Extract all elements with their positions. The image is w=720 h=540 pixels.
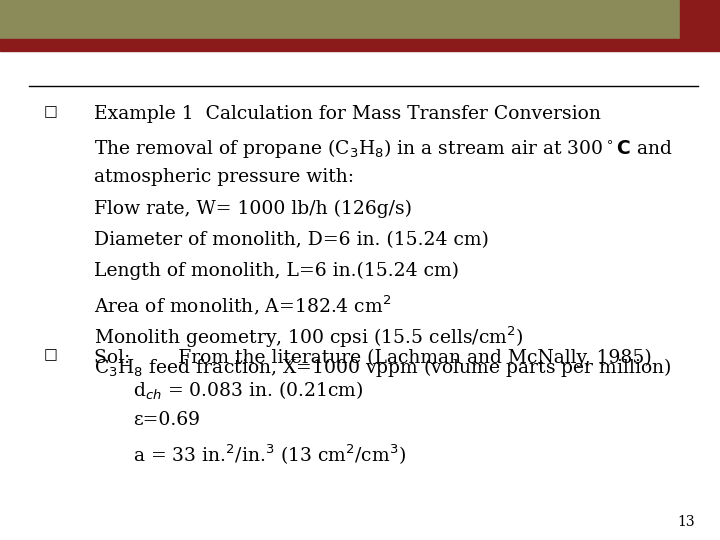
Text: C$_3$H$_8$ feed fraction, X=1000 vppm (volume parts per million): C$_3$H$_8$ feed fraction, X=1000 vppm (v… [94, 356, 672, 379]
Bar [680, 0, 720, 39]
Text: The removal of propane (C$_3$H$_8$) in a stream air at 300$^\circ\mathbf{C}$ and: The removal of propane (C$_3$H$_8$) in a… [94, 137, 672, 160]
Text: Sol:        From the literature (Lachman and McNally, 1985): Sol: From the literature (Lachman and Mc… [94, 348, 652, 367]
Bar [0, 39, 720, 51]
Text: Example 1  Calculation for Mass Transfer Conversion: Example 1 Calculation for Mass Transfer … [94, 105, 600, 123]
Text: Length of monolith, L=6 in.(15.24 cm): Length of monolith, L=6 in.(15.24 cm) [94, 262, 459, 280]
Text: □: □ [43, 348, 58, 362]
Text: Flow rate, W= 1000 lb/h (126g/s): Flow rate, W= 1000 lb/h (126g/s) [94, 199, 412, 218]
Text: Monolith geometry, 100 cpsi (15.5 cells/cm$^2$): Monolith geometry, 100 cpsi (15.5 cells/… [94, 325, 523, 350]
Bar [0, 0, 720, 39]
Text: Diameter of monolith, D=6 in. (15.24 cm): Diameter of monolith, D=6 in. (15.24 cm) [94, 231, 488, 248]
Text: atmospheric pressure with:: atmospheric pressure with: [94, 168, 354, 186]
Text: □: □ [43, 105, 58, 119]
Text: Area of monolith, A=182.4 cm$^2$: Area of monolith, A=182.4 cm$^2$ [94, 293, 391, 317]
Text: ε=0.69: ε=0.69 [133, 411, 200, 429]
Text: d$_{ch}$ = 0.083 in. (0.21cm): d$_{ch}$ = 0.083 in. (0.21cm) [133, 380, 364, 402]
Text: 13: 13 [678, 515, 695, 529]
Text: a = 33 in.$^2$/in.$^3$ (13 cm$^2$/cm$^3$): a = 33 in.$^2$/in.$^3$ (13 cm$^2$/cm$^3$… [133, 442, 406, 467]
